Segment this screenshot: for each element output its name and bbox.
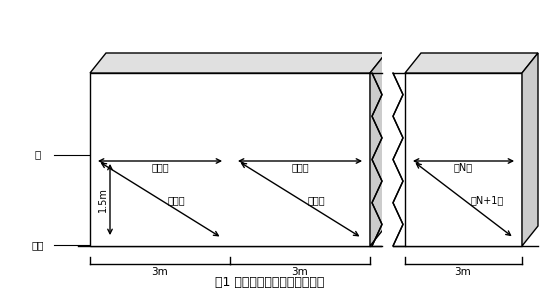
Text: 第N+1尺: 第N+1尺 xyxy=(471,195,504,205)
Text: 第一尺: 第一尺 xyxy=(151,162,169,172)
Polygon shape xyxy=(370,53,386,246)
Polygon shape xyxy=(522,53,538,246)
Polygon shape xyxy=(405,73,522,246)
Text: 第四尺: 第四尺 xyxy=(308,195,325,205)
Text: 图1 超长混凝土墙平整度测量图: 图1 超长混凝土墙平整度测量图 xyxy=(215,276,325,289)
Text: 地面: 地面 xyxy=(32,240,44,250)
Polygon shape xyxy=(382,51,393,248)
Polygon shape xyxy=(90,73,370,246)
Text: 3m: 3m xyxy=(455,267,472,277)
Polygon shape xyxy=(90,53,386,73)
Text: 3m: 3m xyxy=(292,267,309,277)
Text: 墙: 墙 xyxy=(35,150,41,160)
Text: 第N尺: 第N尺 xyxy=(454,162,473,172)
Text: 第三尺: 第三尺 xyxy=(291,162,309,172)
Polygon shape xyxy=(405,53,538,73)
Text: 1.5m: 1.5m xyxy=(98,187,108,212)
Text: 第二尺: 第二尺 xyxy=(168,195,185,205)
Text: 3m: 3m xyxy=(152,267,169,277)
